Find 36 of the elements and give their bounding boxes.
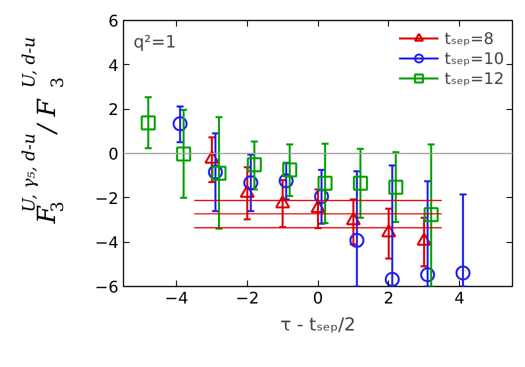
point bbox=[282, 162, 298, 178]
point bbox=[424, 207, 439, 222]
x-tick-label: 4 bbox=[454, 288, 465, 308]
y-tick-label: 0 bbox=[108, 144, 119, 164]
y-tick-label: −4 bbox=[94, 233, 119, 252]
y-axis-title: F3U, γ₅, d-u / F3U, d-u bbox=[20, 36, 68, 224]
x-tick-label: 0 bbox=[312, 288, 324, 308]
x-tick-label: 2 bbox=[384, 288, 394, 308]
y-tick-label: −2 bbox=[94, 188, 119, 208]
legend-label: tₛₑₚ=12 bbox=[444, 68, 504, 88]
y-tick-label: 6 bbox=[108, 12, 119, 30]
point bbox=[243, 175, 258, 190]
point bbox=[172, 116, 188, 132]
y-tick-label: 2 bbox=[108, 100, 119, 120]
point bbox=[246, 157, 262, 172]
x-tick-label: −4 bbox=[164, 288, 188, 308]
y-tick-label: 4 bbox=[108, 56, 119, 75]
point bbox=[318, 176, 333, 191]
y-tick-label: −6 bbox=[94, 278, 119, 296]
point bbox=[278, 173, 294, 188]
point bbox=[420, 267, 436, 282]
x-tick-label: −2 bbox=[235, 288, 260, 308]
point bbox=[349, 232, 364, 248]
legend-label: tₛₑₚ=8 bbox=[444, 28, 494, 48]
point bbox=[176, 146, 192, 162]
point bbox=[140, 115, 156, 130]
annotation: q²=1 bbox=[134, 32, 176, 52]
point bbox=[314, 189, 330, 204]
point bbox=[388, 180, 404, 195]
point bbox=[384, 272, 400, 286]
x-axis-title: τ - tₛₑₚ/2 bbox=[280, 314, 356, 336]
point bbox=[211, 166, 226, 181]
point bbox=[352, 176, 368, 191]
point bbox=[455, 265, 470, 280]
point bbox=[208, 164, 223, 180]
legend-label: tₛₑₚ=10 bbox=[444, 48, 504, 68]
